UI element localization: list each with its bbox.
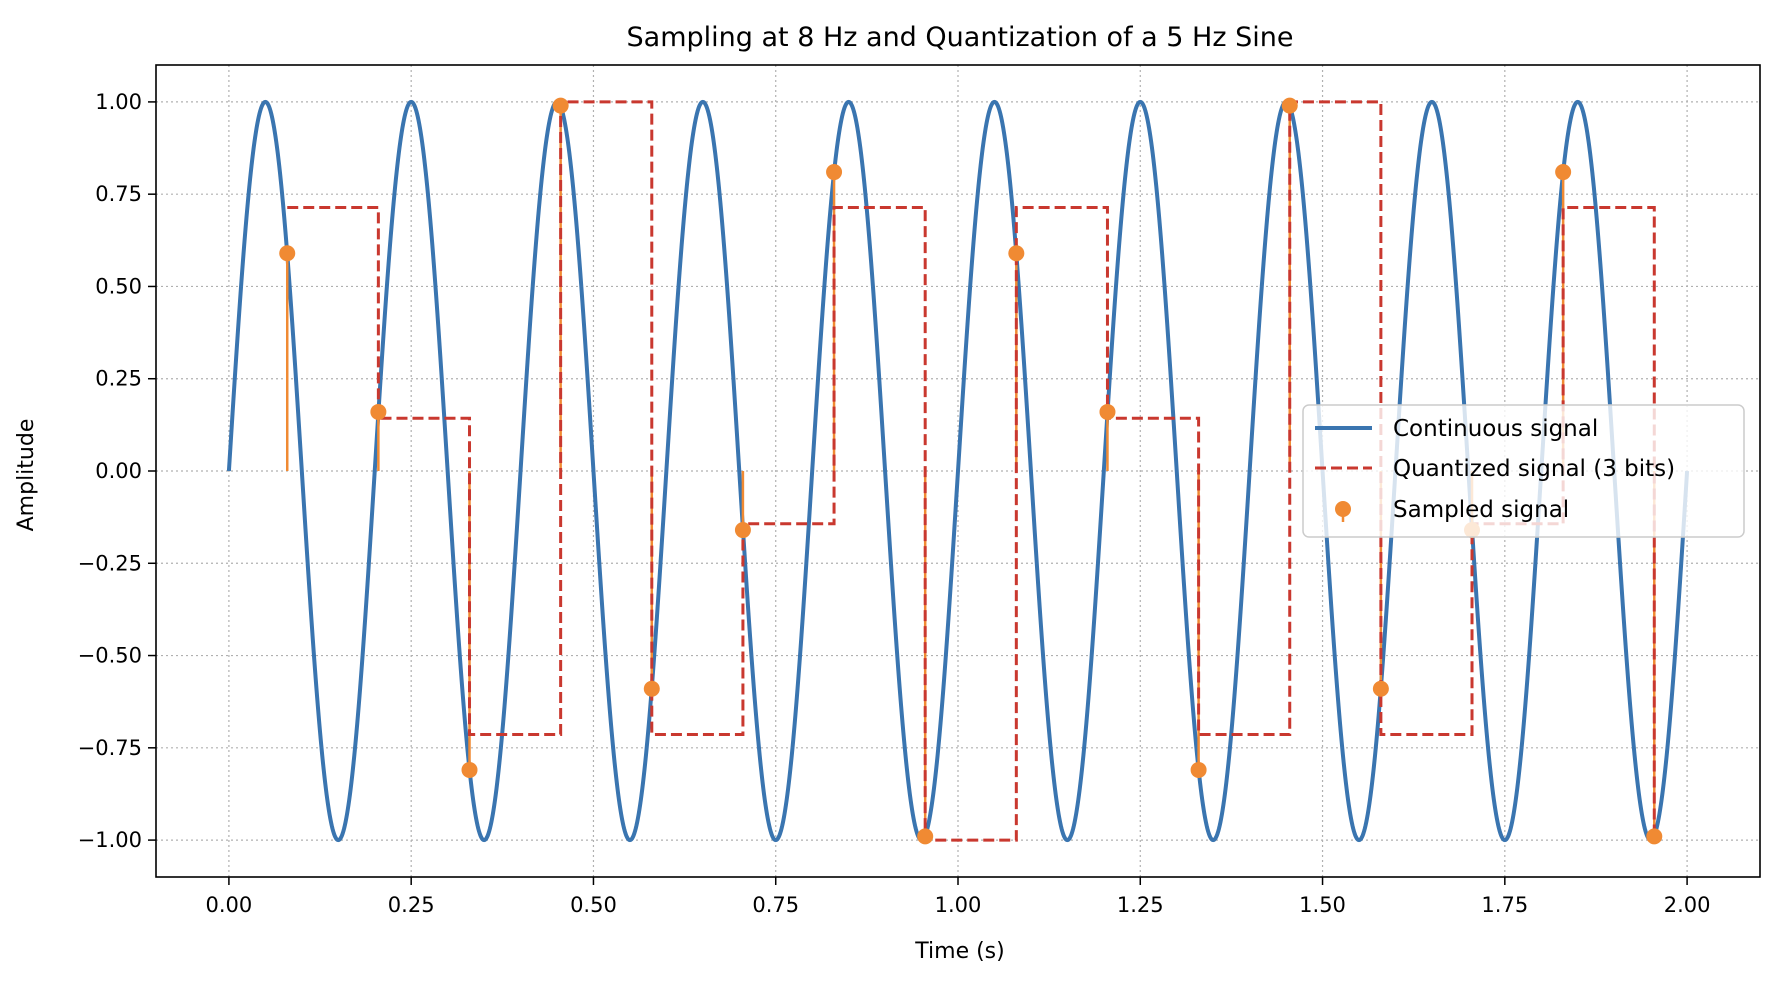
plot-area [226,97,1690,845]
y-tick-label: 1.00 [95,90,142,114]
y-axis-label: Amplitude [14,419,39,532]
x-tick-label: 0.00 [206,893,253,917]
sample-point [1281,97,1298,114]
legend-continuous-label: Continuous signal [1393,416,1598,442]
sample-point [1008,245,1025,262]
sample-point [1555,164,1572,181]
legend-sampled-label: Sampled signal [1393,497,1569,523]
x-tick-label: 0.25 [388,893,435,917]
sample-point [734,522,751,539]
sample-point [1099,403,1116,420]
sample-point [917,828,934,845]
sample-point [1646,828,1663,845]
y-tick-label: −0.50 [78,644,142,668]
x-axis: 0.00 0.25 0.50 0.75 1.00 1.25 1.50 1.75 2.00 [206,877,1711,917]
x-tick-label: 1.00 [935,893,982,917]
y-tick-label: −0.75 [78,736,142,760]
x-axis-label: Time (s) [914,939,1004,964]
x-tick-label: 1.50 [1299,893,1346,917]
y-tick-label: 0.50 [95,274,142,298]
sample-point [552,97,569,114]
y-tick-label: 0.75 [95,182,142,206]
y-tick-label: −0.25 [78,551,142,575]
chart-title: Sampling at 8 Hz and Quantization of a 5… [627,22,1294,53]
x-tick-label: 0.75 [752,893,799,917]
continuous-signal-line [226,99,1690,843]
sample-point [826,164,843,181]
sample-point [1372,680,1389,697]
x-tick-label: 2.00 [1664,893,1711,917]
sample-point [461,761,478,778]
x-tick-label: 1.25 [1117,893,1164,917]
y-axis: 1.00 0.75 0.50 0.25 0.00 −0.25 −0.50 −0.75 −1.00 [78,90,156,852]
x-tick-label: 0.50 [570,893,617,917]
legend-box [1302,404,1745,538]
y-tick-label: 0.25 [95,367,142,391]
quantized-signal-line [287,100,1656,842]
sample-point [370,403,387,420]
sample-point [1190,761,1207,778]
y-tick-label: −1.00 [78,828,142,852]
y-tick-label: 0.00 [95,459,142,483]
legend: Continuous signal Quantized signal (3 bi… [1302,404,1745,538]
sample-point [279,245,296,262]
legend-quantized-label: Quantized signal (3 bits) [1393,456,1675,482]
sample-point [643,680,660,697]
legend-sampled-marker [1335,501,1351,517]
x-tick-label: 1.75 [1481,893,1528,917]
